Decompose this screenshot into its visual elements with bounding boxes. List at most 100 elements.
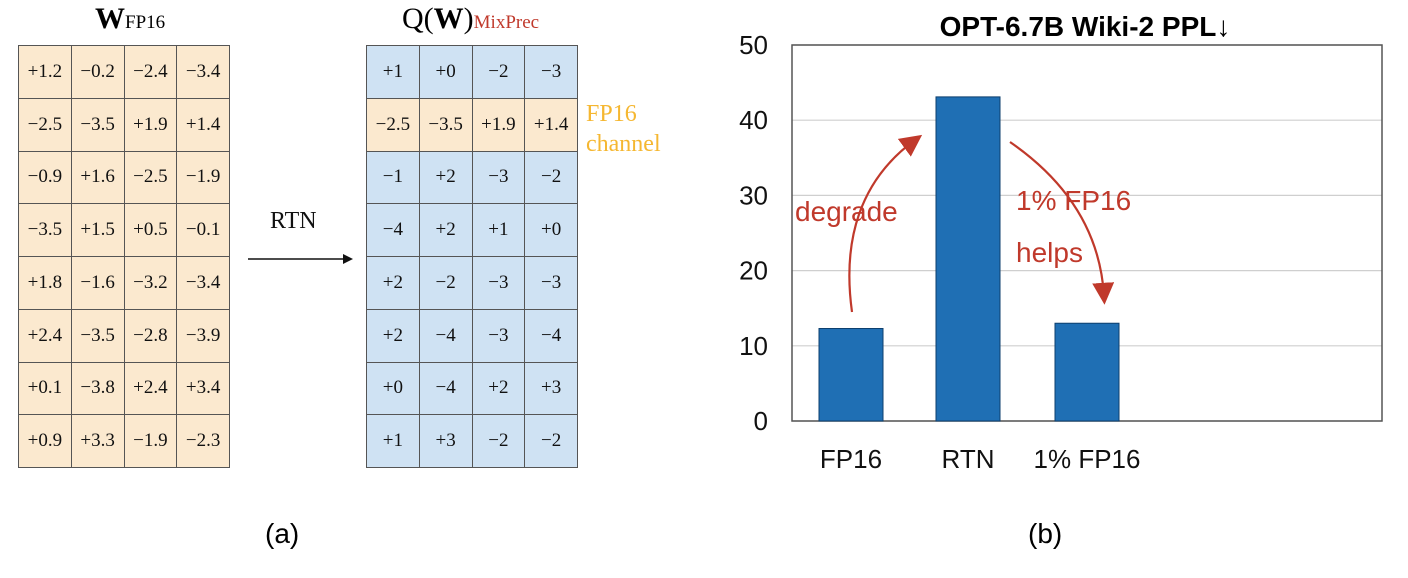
degrade-annotation: degrade [795,196,898,227]
matrix-cell: +3 [419,415,473,468]
matrix-cell: −3.4 [177,46,230,99]
matrix-cell: −4 [419,362,473,416]
helps-annotation-line2: helps [1016,237,1083,268]
fp16-weight-matrix: +1.2 −0.2 −2.4 −3.4 −2.5 −3.5 +1.9 +1.4 −0.9 +1.6… [18,45,230,468]
matrix-cell: +1.8 [19,257,72,310]
y-tick-label: 30 [739,180,768,210]
matrix-cell: −3.5 [419,98,473,152]
matrix-cell: +2.4 [124,362,178,416]
right-title-main: W [433,2,464,35]
left-title-sub: FP16 [125,12,166,33]
matrix-cell: −3 [472,309,526,363]
matrix-cell: +0 [419,46,473,99]
matrix-cell: +1.2 [19,46,72,99]
matrix-cell: +2.4 [19,309,72,363]
matrix-cell: −2.4 [124,46,178,99]
bar-rtn [935,96,1001,422]
matrix-cell: +3.3 [71,415,125,468]
left-title-main: W [95,2,125,35]
rtn-arrow [248,254,353,264]
matrix-cell: −1.9 [177,151,230,205]
matrix-cell: −3.9 [177,309,230,363]
matrix-cell: −2.5 [124,151,178,205]
matrix-cell: −3 [472,257,526,310]
bar-fp16 [818,328,884,422]
matrix-cell: +3 [525,362,578,416]
y-tick-label: 0 [754,406,768,436]
matrix-cell: +1.9 [472,98,526,152]
matrix-cell: +1 [367,415,420,468]
matrix-cell: −1.9 [124,415,178,468]
helps-arrow [1009,141,1115,305]
y-tick-label: 50 [739,30,768,60]
matrix-cell: −3.5 [71,309,125,363]
x-category-label: FP16 [820,444,882,474]
matrix-cell: −4 [419,309,473,363]
matrix-cell: −3.5 [19,204,72,257]
y-tick-label: 10 [739,331,768,361]
matrix-cell: +1.5 [71,204,125,257]
right-title-suffix: ) [463,2,474,35]
matrix-cell: −0.9 [19,151,72,205]
matrix-cell: −3 [525,46,578,99]
matrix-cell: +2 [472,362,526,416]
fp16-note-line1: FP16 [586,101,637,127]
caption-a: (a) [265,518,300,549]
matrix-cell: −3 [472,151,526,205]
x-category-label: 1% FP16 [1034,444,1141,474]
matrix-cell: −2 [472,46,526,99]
matrix-cell: −4 [367,204,420,257]
matrix-cell: +3.4 [177,362,230,416]
matrix-cell: +0.5 [124,204,178,257]
matrix-cell: −3.2 [124,257,178,310]
fp16-note-line2: channel [586,131,661,157]
matrix-cell: +0 [367,362,420,416]
x-category-label: RTN [942,444,995,474]
matrix-cell: +0 [525,204,578,257]
y-tick-label: 40 [739,105,768,135]
matrix-cell: −1.6 [71,257,125,310]
matrix-cell: −2.3 [177,415,230,468]
right-title-sub: MixPrec [473,12,540,33]
bar-1-fp16 [1054,322,1120,422]
matrix-cell: +1 [367,46,420,99]
matrix-cell: +2 [367,257,420,310]
matrix-cell: +0.9 [19,415,72,468]
matrix-cell: −2 [472,415,526,468]
matrix-cell: −3 [525,257,578,310]
matrix-cell: −1 [367,151,420,205]
matrix-cell: +0.1 [19,362,72,416]
matrix-cell: −2.5 [19,98,72,152]
rtn-label: RTN [270,208,317,234]
matrix-cell: +1.9 [124,98,178,152]
mixprec-weight-matrix: +1 +0 −2 −3 −2.5 −3.5 +1.9 +1.4 −1 +2 −3 −2 −4 +2 +1 +0… [366,45,578,468]
matrix-cell: +1.6 [71,151,125,205]
matrix-cell: +2 [419,151,473,205]
right-matrix-title: Q(W)MixPrec [402,2,539,36]
left-matrix-title: WFP16 [95,2,165,36]
degrade-arrow [848,134,923,313]
matrix-cell: −2 [525,415,578,468]
matrix-cell: +2 [419,204,473,257]
matrix-cell: +1 [472,204,526,257]
matrix-cell: −3.5 [71,98,125,152]
matrix-cell: −4 [525,309,578,363]
helps-annotation-line1: 1% FP16 [1016,185,1131,216]
matrix-cell: −2.8 [124,309,178,363]
matrix-cell: +1.4 [525,98,578,152]
matrix-cell: +1.4 [177,98,230,152]
y-tick-label: 20 [739,256,768,286]
right-title-prefix: Q( [402,2,434,35]
matrix-cell: −2 [525,151,578,205]
caption-b: (b) [1028,518,1063,549]
matrix-cell: +2 [367,309,420,363]
matrix-cell: −2 [419,257,473,310]
chart-title: OPT-6.7B Wiki-2 PPL↓ [940,11,1231,42]
matrix-cell: −3.4 [177,257,230,310]
matrix-cell: −0.1 [177,204,230,257]
matrix-cell: −0.2 [71,46,125,99]
matrix-cell: −3.8 [71,362,125,416]
matrix-cell: −2.5 [367,98,420,152]
